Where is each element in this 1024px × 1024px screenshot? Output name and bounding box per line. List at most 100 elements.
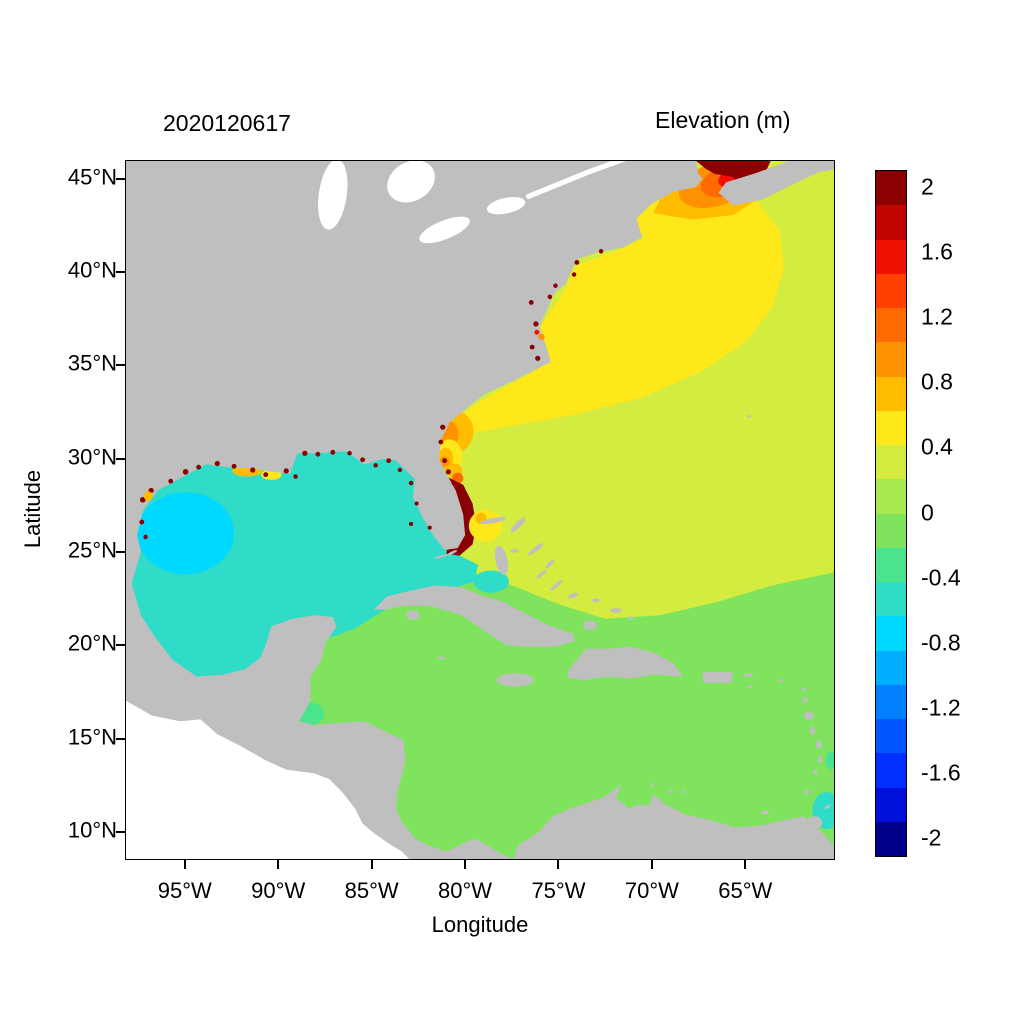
- colorbar-segment: [876, 342, 906, 377]
- x-tick-mark: [370, 860, 373, 869]
- island: [810, 726, 815, 736]
- colorbar-segment: [876, 171, 906, 206]
- island: [806, 816, 823, 830]
- coastal-surge-speckle: [293, 474, 298, 479]
- island: [434, 554, 448, 559]
- coastal-surge-speckle: [139, 519, 145, 525]
- island: [568, 592, 579, 599]
- island: [550, 580, 563, 591]
- coastal-surge-speckle: [373, 463, 378, 468]
- coastal-surge-speckle: [442, 458, 448, 464]
- coastal-surge-speckle: [538, 333, 545, 341]
- y-tick-label: 15°N: [67, 724, 117, 750]
- island: [802, 687, 807, 692]
- island: [743, 673, 754, 677]
- land-nova-scotia: [718, 161, 834, 206]
- coastal-surge-speckle: [427, 525, 432, 530]
- coastal-surge-speckle: [347, 450, 352, 456]
- island: [610, 608, 622, 613]
- y-axis-label: Latitude: [20, 469, 45, 549]
- coastal-surge-speckle: [571, 272, 577, 277]
- colorbar-tick-label: 1.2: [921, 303, 953, 330]
- coastal-surge-speckle: [547, 294, 553, 300]
- y-tick-label: 35°N: [67, 351, 117, 377]
- island: [760, 810, 770, 815]
- x-tick-mark: [464, 860, 467, 869]
- coastal-surge-speckle: [360, 457, 366, 463]
- land-layer: [126, 161, 834, 859]
- colorbar-segment: [876, 205, 906, 240]
- colorbar-segment: [876, 821, 906, 856]
- colorbar-segment: [876, 547, 906, 582]
- bahamas-yellow-patch: [468, 510, 503, 542]
- x-tick-mark: [183, 860, 186, 869]
- colorbar-tick-label: 2: [921, 173, 934, 200]
- gulf-cyan-patch: [137, 492, 235, 575]
- coastal-surge-speckle: [414, 501, 419, 506]
- coastal-surge-speckle: [445, 469, 451, 475]
- coastal-surge-speckle: [598, 249, 604, 254]
- colorbar-segment: [876, 513, 906, 548]
- colorbar-segment: [876, 239, 906, 274]
- y-tick-mark: [116, 271, 125, 273]
- st-lawrence-river: [525, 161, 627, 199]
- coastal-surge-speckle: [196, 464, 202, 470]
- land-cuba: [373, 585, 576, 647]
- colorbar-tick-label: 0: [921, 499, 934, 525]
- coastal-surge-speckle: [143, 491, 154, 501]
- x-tick-label: 95°W: [157, 878, 212, 903]
- colorbar-tick-label: -0.8: [921, 629, 961, 656]
- coastal-surge-speckle: [528, 300, 534, 305]
- y-tick-label: 25°N: [67, 537, 117, 563]
- island: [803, 711, 814, 720]
- coastal-surge-speckle: [535, 355, 541, 361]
- atlantic-yellow-region: [448, 188, 784, 439]
- lake: [419, 216, 470, 244]
- coastal-surge-speckle: [397, 467, 403, 473]
- colorbar-segment: [876, 719, 906, 754]
- y-tick-label: 40°N: [67, 257, 117, 283]
- land-puerto-rico: [702, 671, 733, 684]
- island: [668, 789, 674, 794]
- island: [813, 769, 818, 776]
- y-tick-label: 45°N: [67, 164, 117, 190]
- coastal-surge-speckle: [139, 496, 146, 503]
- coastal-surge-speckle: [574, 260, 580, 265]
- y-tick-label: 20°N: [67, 631, 117, 657]
- island: [437, 656, 447, 660]
- lake: [486, 197, 526, 215]
- y-tick-mark: [116, 831, 125, 833]
- y-tick-mark: [116, 644, 125, 647]
- coastal-surge-speckles-group: [139, 249, 604, 540]
- island: [650, 782, 655, 787]
- coastal-surge-speckle: [330, 449, 336, 455]
- island: [582, 620, 598, 631]
- y-tick-mark: [116, 551, 125, 553]
- coastal-surge-speckle: [529, 344, 535, 350]
- island: [745, 685, 753, 688]
- coastal-surge-speckle: [438, 439, 444, 445]
- colorbar-segment: [876, 650, 906, 685]
- colorbar-tick-label: -0.4: [921, 564, 961, 591]
- x-tick-mark: [557, 860, 560, 869]
- island: [510, 517, 526, 533]
- coastal-surge-speckle: [143, 534, 148, 540]
- colorbar-segment: [876, 616, 906, 651]
- island: [591, 598, 600, 603]
- lake: [318, 161, 348, 230]
- island: [528, 542, 544, 556]
- coastal-surge-speckle: [250, 467, 256, 473]
- island: [545, 559, 555, 569]
- colorbar-tick-label: 1.6: [921, 238, 953, 265]
- colorbar-tick-label: 0.4: [921, 433, 953, 460]
- x-tick-mark: [650, 860, 653, 869]
- x-tick-label: 80°W: [438, 878, 493, 903]
- colorbar-segment: [876, 273, 906, 308]
- island: [406, 610, 420, 621]
- coastal-surge-speckle: [283, 468, 289, 474]
- colorbar-tick-label: 0.8: [921, 368, 953, 395]
- island: [446, 550, 458, 556]
- coastal-surge-speckle: [533, 321, 539, 327]
- coastal-surge-speckle: [263, 472, 269, 478]
